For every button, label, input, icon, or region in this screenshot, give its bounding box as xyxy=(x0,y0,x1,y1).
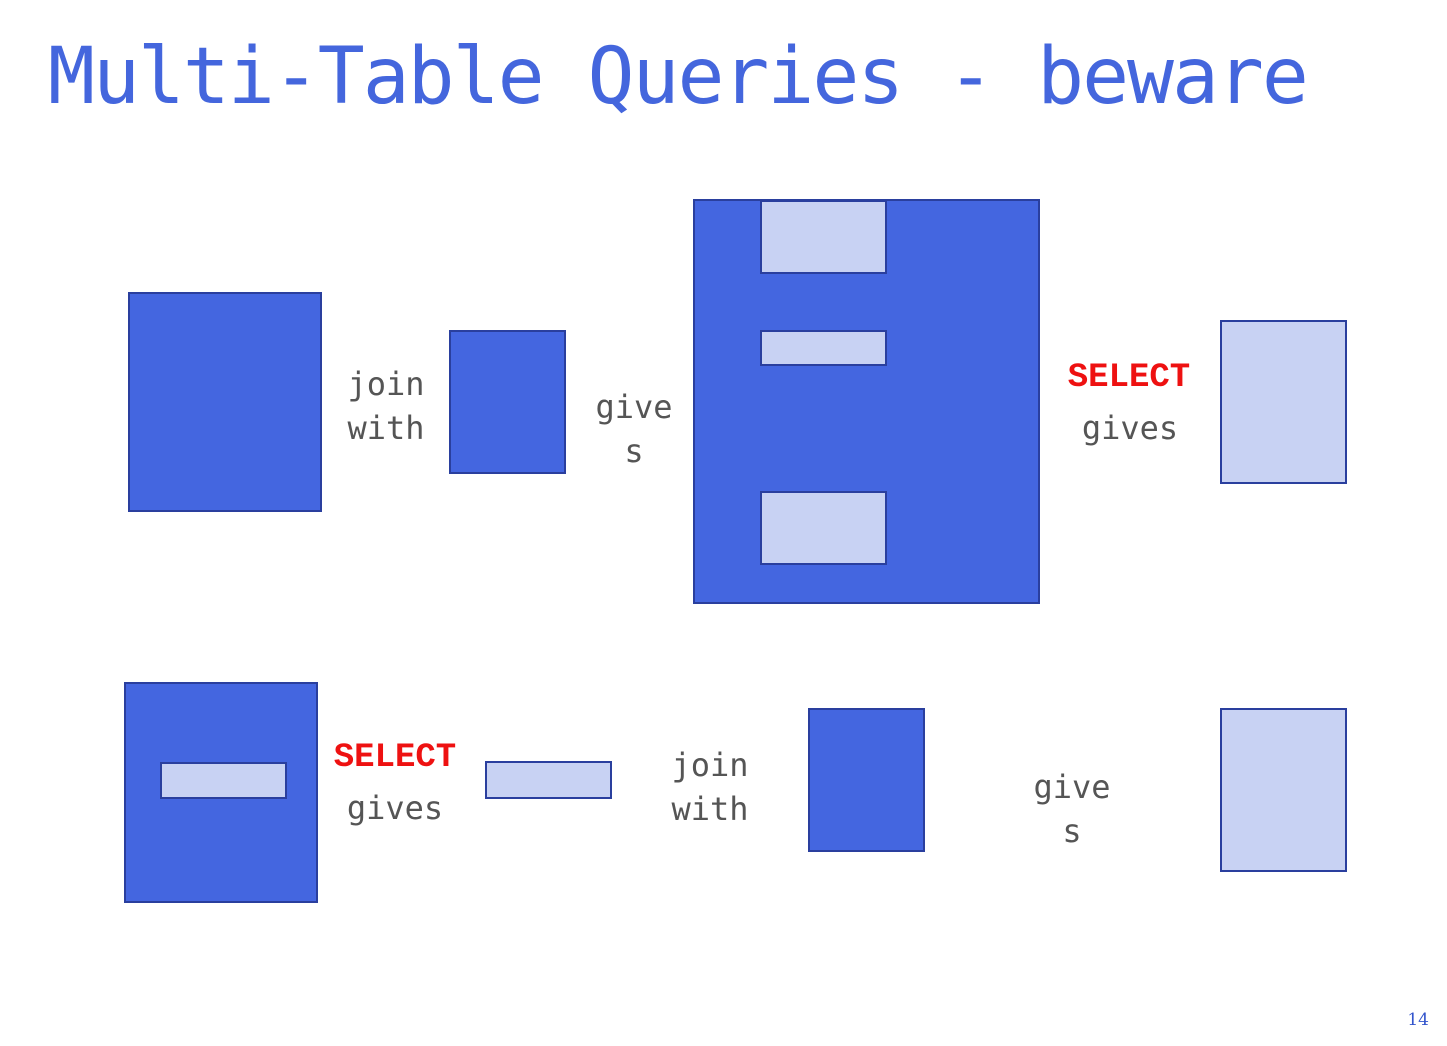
gives-label-2: give s xyxy=(1026,765,1118,853)
join-word: join xyxy=(347,365,425,403)
matching-row-2 xyxy=(760,330,887,366)
join-with-label-2: join with xyxy=(664,743,756,831)
with-word-2: with xyxy=(671,790,749,828)
selected-row xyxy=(160,762,287,799)
selected-rows-result xyxy=(485,761,612,799)
with-word: with xyxy=(347,409,425,447)
gives-line1: give xyxy=(595,388,673,426)
select-keyword: SELECT xyxy=(1067,359,1191,397)
table-b-2 xyxy=(808,708,925,852)
table-a xyxy=(128,292,322,512)
join-word-2: join xyxy=(671,746,749,784)
gives-line2: s xyxy=(624,432,644,470)
slide-title: Multi-Table Queries - beware xyxy=(48,32,1309,122)
page-number: 14 xyxy=(1407,1010,1429,1030)
table-a-filtered xyxy=(124,682,318,903)
gives-label: give s xyxy=(588,385,680,473)
select-keyword-2: SELECT xyxy=(333,739,457,777)
gives2-line2: s xyxy=(1062,812,1082,850)
table-b xyxy=(449,330,566,474)
matching-row-1 xyxy=(760,200,887,274)
matching-row-3 xyxy=(760,491,887,565)
gives2-line1: give xyxy=(1033,768,1111,806)
join-with-label: join with xyxy=(340,362,432,450)
select-gives-label-2: gives xyxy=(346,789,444,827)
result-table xyxy=(1220,320,1347,484)
result-table-2 xyxy=(1220,708,1347,872)
joined-table xyxy=(693,199,1040,604)
select-gives-label: gives xyxy=(1081,409,1179,447)
